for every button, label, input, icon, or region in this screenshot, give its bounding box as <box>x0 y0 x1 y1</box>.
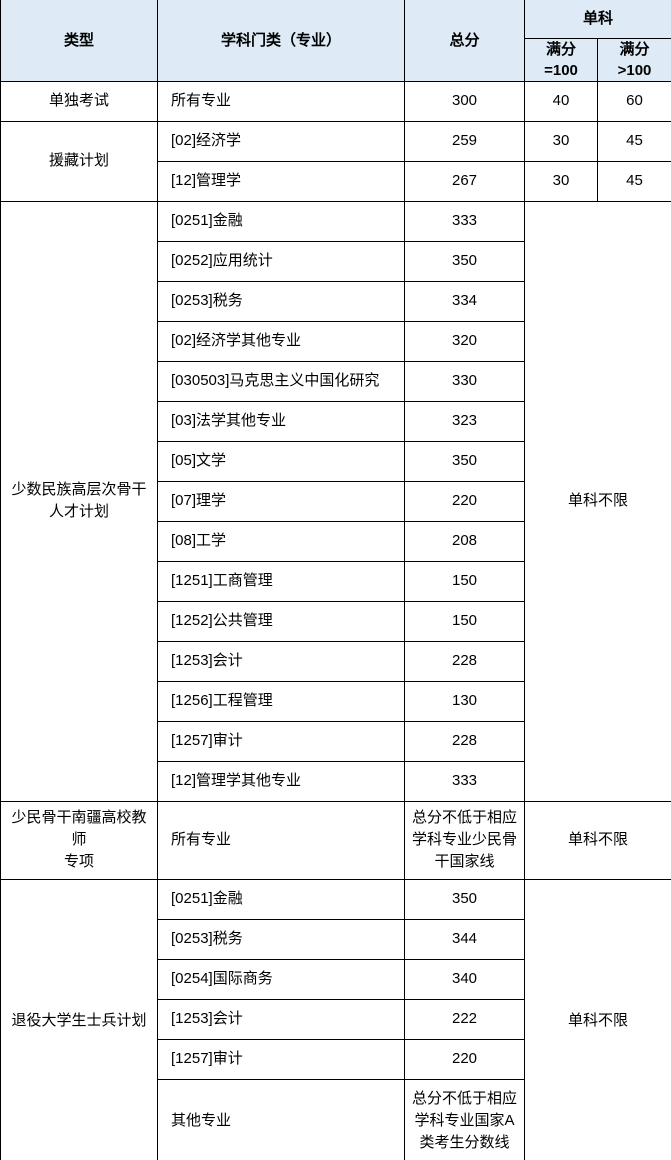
total-cell: 总分不低于相应 学科专业少民骨 干国家线 <box>404 800 525 880</box>
header-col-single-full100: 满分 =100 <box>524 37 598 82</box>
table-row: [0253]税务 344 <box>1 918 671 960</box>
table-row: 其他专业 总分不低于相应 学科专业国家A 类考生分数线 <box>1 1078 671 1160</box>
total-cell: 350 <box>404 240 525 282</box>
table-row: 单独考试 所有专业 300 40 60 <box>0 80 671 122</box>
total-cell: 150 <box>404 600 525 642</box>
table-row: 少数民族高层次骨干 人才计划 [0251]金融 333 单科不限 <box>0 200 671 802</box>
subject-cell: [1252]公共管理 <box>157 600 405 642</box>
subject-cell: [02]经济学 <box>157 120 405 162</box>
subject-cell: [0252]应用统计 <box>157 240 405 282</box>
subject-cell: [1256]工程管理 <box>157 680 405 722</box>
total-cell: 340 <box>404 958 525 1000</box>
table-row: [05]文学 350 <box>1 440 671 482</box>
table-header: 类型 学科门类（专业） 总分 单科 满分 =100 满分 >100 <box>0 0 671 82</box>
subject-cell: [1257]审计 <box>157 720 405 762</box>
total-cell: 267 <box>404 160 525 202</box>
over100-cell: 45 <box>596 120 671 162</box>
total-cell: 344 <box>404 918 525 960</box>
table-row: [0254]国际商务 340 <box>1 958 671 1000</box>
subject-cell: [12]管理学其他专业 <box>157 760 405 802</box>
table-row: [0253]税务 334 <box>1 280 671 322</box>
total-cell: 350 <box>404 878 525 920</box>
subject-cell: [030503]马克思主义中国化研究 <box>157 360 405 402</box>
total-cell: 323 <box>404 400 525 442</box>
table-row: [1253]会计 228 <box>1 640 671 682</box>
total-cell: 150 <box>404 560 525 602</box>
type-cell: 单独考试 <box>0 80 158 122</box>
over100-cell: 60 <box>596 80 671 122</box>
header-col-single: 单科 <box>523 0 671 39</box>
type-cell: 少数民族高层次骨干 人才计划 <box>0 200 158 802</box>
table-row: [12]管理学 267 30 45 <box>1 160 671 202</box>
total-cell: 220 <box>404 480 525 522</box>
table-row: [0252]应用统计 350 <box>1 240 671 282</box>
table-row: [03]法学其他专业 323 <box>1 400 671 442</box>
table-row: [07]理学 220 <box>1 480 671 522</box>
total-cell: 总分不低于相应 学科专业国家A 类考生分数线 <box>404 1078 525 1160</box>
total-cell: 334 <box>404 280 525 322</box>
total-cell: 228 <box>404 720 525 762</box>
subject-cell: [0253]税务 <box>157 280 405 322</box>
single-limit-cell: 单科不限 <box>523 878 671 1160</box>
header-row-2: 满分 =100 满分 >100 <box>1 37 671 82</box>
subject-cell: [0251]金融 <box>157 878 405 920</box>
subject-cell: 所有专业 <box>157 80 405 122</box>
total-cell: 228 <box>404 640 525 682</box>
table-row: [1252]公共管理 150 <box>1 600 671 642</box>
header-col-single-over100: 满分 >100 <box>596 37 671 82</box>
subject-cell: 其他专业 <box>157 1078 405 1160</box>
total-cell: 330 <box>404 360 525 402</box>
subject-cell: 所有专业 <box>157 800 405 880</box>
total-cell: 333 <box>404 760 525 802</box>
subject-cell: [12]管理学 <box>157 160 405 202</box>
total-cell: 222 <box>404 998 525 1040</box>
table-body: 单独考试 所有专业 300 40 60 援藏计划 [02]经济学 259 30 … <box>0 80 671 1160</box>
table-row: 退役大学生士兵计划 [0251]金融 350 单科不限 <box>0 878 671 1160</box>
header-col-total: 总分 <box>404 0 525 82</box>
total-cell: 208 <box>404 520 525 562</box>
header-col-type: 类型 <box>0 0 158 82</box>
subject-cell: [08]工学 <box>157 520 405 562</box>
total-cell: 220 <box>404 1038 525 1080</box>
type-cell: 援藏计划 <box>0 120 158 202</box>
type-cell: 退役大学生士兵计划 <box>0 878 158 1160</box>
subject-cell: [1253]会计 <box>157 640 405 682</box>
table-row: [12]管理学其他专业 333 <box>1 760 671 802</box>
full100-cell: 40 <box>524 80 598 122</box>
total-cell: 350 <box>404 440 525 482</box>
header-row-1: 类型 学科门类（专业） 总分 单科 <box>0 0 671 82</box>
single-limit-cell: 单科不限 <box>523 800 671 880</box>
table-row: [1253]会计 222 <box>1 998 671 1040</box>
subject-cell: [0253]税务 <box>157 918 405 960</box>
full100-cell: 30 <box>524 120 598 162</box>
single-limit-cell: 单科不限 <box>523 200 671 802</box>
total-cell: 130 <box>404 680 525 722</box>
subject-cell: [0254]国际商务 <box>157 958 405 1000</box>
subject-cell: [02]经济学其他专业 <box>157 320 405 362</box>
over100-cell: 45 <box>596 160 671 202</box>
total-cell: 333 <box>404 200 525 242</box>
table-row: [1256]工程管理 130 <box>1 680 671 722</box>
type-cell: 少民骨干南疆高校教师 专项 <box>0 800 158 880</box>
subject-cell: [05]文学 <box>157 440 405 482</box>
table-row: [1257]审计 228 <box>1 720 671 762</box>
subject-cell: [1257]审计 <box>157 1038 405 1080</box>
subject-cell: [1251]工商管理 <box>157 560 405 602</box>
table-row: 援藏计划 [02]经济学 259 30 45 <box>0 120 671 202</box>
header-col-subject: 学科门类（专业） <box>157 0 405 82</box>
total-cell: 320 <box>404 320 525 362</box>
total-cell: 259 <box>404 120 525 162</box>
table-row: 少民骨干南疆高校教师 专项 所有专业 总分不低于相应 学科专业少民骨 干国家线 … <box>0 800 671 880</box>
table-row: [08]工学 208 <box>1 520 671 562</box>
table-row: [030503]马克思主义中国化研究 330 <box>1 360 671 402</box>
subject-cell: [1253]会计 <box>157 998 405 1040</box>
total-cell: 300 <box>404 80 525 122</box>
subject-cell: [03]法学其他专业 <box>157 400 405 442</box>
full100-cell: 30 <box>524 160 598 202</box>
subject-cell: [0251]金融 <box>157 200 405 242</box>
subject-cell: [07]理学 <box>157 480 405 522</box>
